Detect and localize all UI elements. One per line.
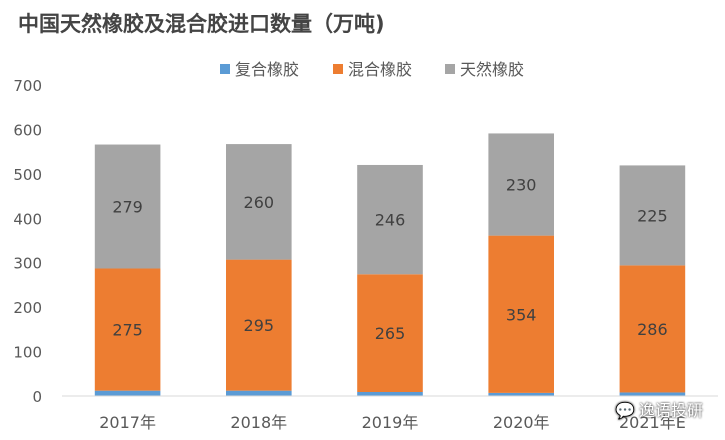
legend-swatch — [333, 64, 343, 74]
x-axis: 2017年 2018年 2019年 2020年 2021年E — [62, 395, 718, 432]
data-label: 230 — [506, 176, 537, 195]
bar-segment — [226, 259, 292, 391]
x-tick-label: 2021年E — [619, 413, 686, 432]
y-tick-label: 700 — [13, 77, 42, 95]
wechat-icon: 💬 — [615, 401, 635, 420]
bar-segment — [619, 265, 686, 393]
legend-label: 复合橡胶 — [235, 60, 299, 79]
bar-segment — [488, 392, 554, 396]
bar-segment — [94, 144, 161, 269]
bar-segment — [94, 268, 161, 391]
bar-segment — [226, 144, 292, 260]
data-label: 354 — [506, 305, 537, 324]
x-tick-label: 2018年 — [230, 413, 287, 432]
legend: 复合橡胶 混合橡胶 天然橡胶 — [220, 60, 524, 79]
legend-label: 天然橡胶 — [460, 60, 524, 79]
y-tick-label: 300 — [13, 255, 42, 273]
bar-segment — [357, 164, 423, 275]
data-label: 260 — [244, 193, 275, 212]
bar-segment — [357, 274, 423, 393]
y-tick-label: 200 — [13, 299, 42, 317]
bar-segment — [488, 235, 554, 393]
bars — [94, 133, 686, 396]
y-tick-label: 500 — [13, 166, 42, 184]
y-axis: 0 100 200 300 400 500 600 700 — [13, 77, 42, 406]
data-labels: 275 279 295 260 265 246 354 230 286 225 — [112, 176, 667, 344]
y-tick-label: 600 — [13, 121, 42, 139]
data-label: 246 — [375, 211, 406, 230]
bar-segment — [619, 392, 686, 396]
data-label: 286 — [637, 320, 668, 339]
data-label: 279 — [112, 198, 143, 217]
bar-segment — [488, 133, 554, 236]
watermark-text: 逸语投研 — [638, 401, 703, 420]
data-label: 225 — [637, 206, 668, 225]
data-label: 295 — [244, 316, 275, 335]
data-label: 265 — [375, 324, 406, 343]
y-tick-label: 400 — [13, 210, 42, 228]
x-tick-label: 2019年 — [362, 413, 419, 432]
x-tick-label: 2020年 — [493, 413, 550, 432]
chart-title: 中国天然橡胶及混合胶进口数量（万吨) — [18, 12, 385, 36]
y-tick-label: 0 — [32, 388, 42, 406]
y-tick-label: 100 — [13, 344, 42, 362]
data-label: 275 — [112, 321, 143, 340]
legend-swatch — [220, 64, 230, 74]
bar-segment — [357, 392, 423, 396]
bar-segment — [619, 165, 686, 266]
legend-label: 混合橡胶 — [348, 60, 412, 79]
legend-swatch — [445, 64, 455, 74]
watermark: 💬 逸语投研 — [615, 397, 703, 421]
bar-segment — [94, 390, 161, 396]
x-tick-label: 2017年 — [99, 413, 156, 432]
bar-segment — [226, 390, 292, 396]
